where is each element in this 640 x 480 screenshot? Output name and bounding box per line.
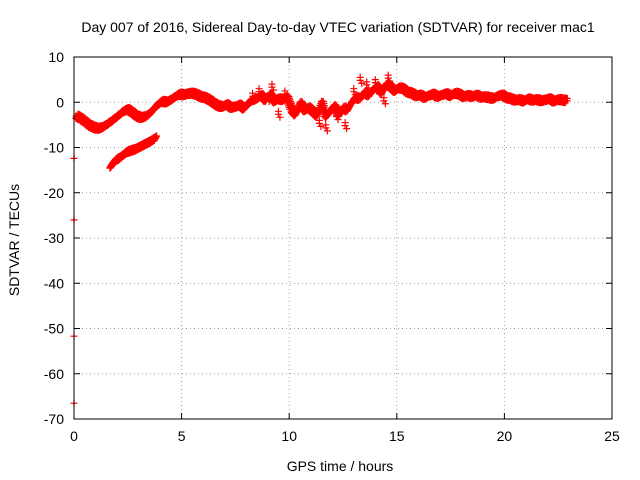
data-point bbox=[255, 88, 263, 96]
x-tick-label: 0 bbox=[70, 428, 78, 444]
y-tick-label: -60 bbox=[44, 366, 64, 382]
data-point bbox=[268, 83, 276, 91]
data-point bbox=[274, 110, 282, 118]
tick-labels: 0 5 10 15 20 25 -70 -60 -50 -40 -30 -20 -10 0 10 bbox=[44, 49, 620, 444]
data-point bbox=[350, 88, 358, 96]
chart-title: Day 007 of 2016, Sidereal Day-to-day VTE… bbox=[81, 19, 594, 35]
data-point bbox=[371, 79, 379, 87]
data-point bbox=[323, 127, 331, 135]
data-point bbox=[343, 125, 351, 133]
y-axis-label: SDTVAR / TECUs bbox=[6, 184, 22, 296]
data-point bbox=[322, 124, 330, 132]
data-point bbox=[351, 91, 359, 99]
y-tick-label: -10 bbox=[44, 140, 64, 156]
data-point bbox=[364, 84, 372, 92]
data-point bbox=[250, 95, 258, 103]
data-point bbox=[249, 92, 257, 100]
data-point bbox=[334, 116, 342, 124]
data-point bbox=[358, 79, 366, 87]
data-point bbox=[563, 97, 571, 105]
axis-ticks bbox=[73, 56, 613, 420]
y-tick-label: 0 bbox=[56, 94, 64, 110]
data-point bbox=[276, 113, 284, 121]
data-point bbox=[282, 93, 290, 101]
data-point bbox=[381, 100, 389, 108]
y-tick-label: -50 bbox=[44, 321, 64, 337]
data-point bbox=[356, 76, 364, 84]
x-tick-label: 15 bbox=[389, 428, 405, 444]
data-point bbox=[384, 74, 392, 82]
data-point bbox=[257, 91, 265, 99]
x-tick-label: 5 bbox=[178, 428, 186, 444]
data-point bbox=[373, 82, 381, 90]
x-axis-label: GPS time / hours bbox=[287, 458, 394, 474]
x-tick-label: 25 bbox=[604, 428, 620, 444]
y-tick-label: 10 bbox=[48, 49, 64, 65]
data-point bbox=[333, 113, 341, 121]
data-point bbox=[264, 94, 272, 102]
data-point bbox=[341, 122, 349, 130]
data-point bbox=[386, 77, 394, 85]
y-tick-label: -20 bbox=[44, 185, 64, 201]
data-point bbox=[265, 97, 273, 105]
data-point bbox=[315, 119, 323, 127]
y-tick-label: -40 bbox=[44, 275, 64, 291]
data-point bbox=[152, 134, 160, 142]
x-tick-label: 10 bbox=[281, 428, 297, 444]
x-tick-label: 20 bbox=[497, 428, 513, 444]
y-tick-label: -70 bbox=[44, 411, 64, 427]
data-point bbox=[281, 90, 289, 98]
data-point bbox=[380, 97, 388, 105]
data-point bbox=[317, 122, 325, 130]
data-point bbox=[269, 86, 277, 94]
y-tick-label: -30 bbox=[44, 230, 64, 246]
data-points bbox=[70, 71, 571, 407]
grid-lines bbox=[74, 57, 612, 419]
data-point bbox=[363, 81, 371, 89]
